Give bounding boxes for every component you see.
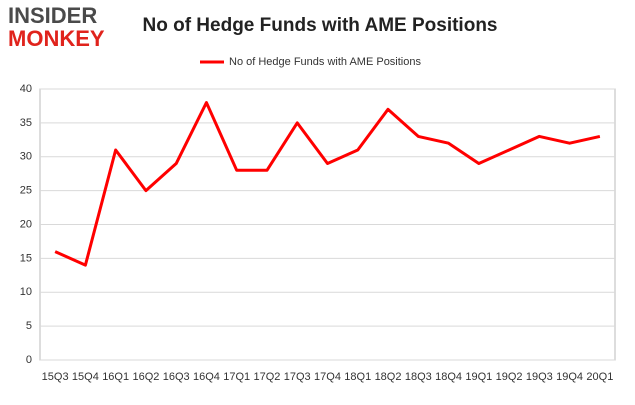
logo-top: INSIDER bbox=[8, 3, 97, 28]
x-tick-label: 16Q4 bbox=[193, 371, 220, 383]
x-tick-label: 17Q4 bbox=[314, 371, 341, 383]
y-tick-label: 25 bbox=[20, 185, 32, 197]
x-tick-label: 17Q1 bbox=[223, 371, 250, 383]
chart-title: No of Hedge Funds with AME Positions bbox=[142, 15, 497, 36]
x-tick-label: 16Q3 bbox=[163, 371, 190, 383]
x-tick-label: 19Q3 bbox=[526, 371, 553, 383]
x-tick-label: 16Q1 bbox=[102, 371, 129, 383]
logo-bottom: MONKEY bbox=[8, 26, 105, 51]
y-tick-label: 15 bbox=[20, 252, 32, 264]
y-tick-label: 10 bbox=[20, 286, 32, 298]
x-tick-label: 19Q4 bbox=[556, 371, 583, 383]
y-tick-label: 40 bbox=[20, 83, 32, 95]
x-tick-label: 18Q1 bbox=[344, 371, 371, 383]
y-tick-label: 20 bbox=[20, 218, 32, 230]
x-tick-label: 18Q2 bbox=[375, 371, 402, 383]
y-tick-label: 5 bbox=[26, 320, 32, 332]
line-series bbox=[54, 101, 601, 267]
x-tick-label: 18Q3 bbox=[405, 371, 432, 383]
y-tick-label: 30 bbox=[20, 151, 32, 163]
x-tick-label: 19Q1 bbox=[465, 371, 492, 383]
x-tick-label: 17Q3 bbox=[284, 371, 311, 383]
x-tick-label: 18Q4 bbox=[435, 371, 462, 383]
x-tick-label: 15Q4 bbox=[72, 371, 99, 383]
x-tick-label: 17Q2 bbox=[254, 371, 281, 383]
x-tick-label: 15Q3 bbox=[42, 371, 69, 383]
x-tick-label: 19Q2 bbox=[496, 371, 523, 383]
legend-label: No of Hedge Funds with AME Positions bbox=[229, 56, 421, 68]
y-tick-label: 35 bbox=[20, 117, 32, 129]
y-tick-label: 0 bbox=[26, 354, 32, 366]
x-tick-label: 20Q1 bbox=[586, 371, 613, 383]
x-tick-label: 16Q2 bbox=[132, 371, 159, 383]
